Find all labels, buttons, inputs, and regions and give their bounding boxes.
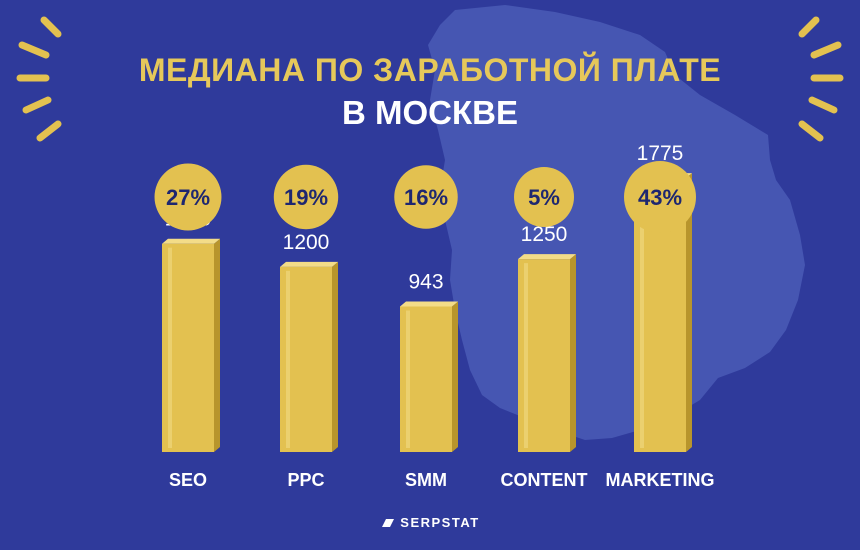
bar-side [452,301,458,452]
bar-top [400,301,458,307]
percent-label: 43% [638,185,682,210]
bar-group-marketing: 1775 43% MARKETING [606,142,715,490]
percent-label: 16% [404,185,448,210]
sun-rays-icon-right [798,16,844,142]
bar-group-smm: 943 16% SMM [394,165,458,490]
category-label: SEO [169,470,207,490]
bar-side [570,254,576,452]
percent-badge [154,163,222,231]
bar-top [518,254,576,260]
bar-highlight [168,247,172,448]
bar-side [332,261,338,452]
bar-highlight [286,270,290,448]
percent-label: 27% [166,185,210,210]
category-label: CONTENT [501,470,588,490]
value-label: 1250 [521,223,568,246]
percent-badge [273,164,339,230]
category-label: PPC [287,470,324,490]
chart-title: МЕДИАНА ПО ЗАРАБОТНОЙ ПЛАТЕ [138,52,722,88]
brand-logo: SERPSTAT [0,514,860,530]
percent-label: 5% [528,185,560,210]
percent-badge [624,161,696,233]
serpstat-logo-icon [382,518,395,527]
bar-highlight [640,182,644,448]
bar-top [162,238,220,244]
percent-label: 19% [284,185,328,210]
category-label: MARKETING [606,470,715,490]
value-label: 1775 [637,142,684,165]
bar-top [280,261,338,267]
bar-group-seo: 135027%SEO [154,163,222,490]
percent-badge [514,167,574,227]
category-label: SMM [405,470,447,490]
chart-subtitle: В МОСКВЕ [342,94,518,131]
bar-side [686,173,692,452]
bar-highlight [524,263,528,448]
value-label: 943 [408,270,443,293]
sun-rays-icon-left [16,16,62,142]
bar-group-ppc: 1200 19% PPC [273,164,339,490]
bar-highlight [406,310,410,448]
brand-name: SERPSTAT [400,515,480,531]
value-label: 1200 [283,231,330,254]
bar-side [214,238,220,452]
bar-group-content: 1250 5% CONTENT [501,167,588,490]
percent-badge [394,165,458,229]
